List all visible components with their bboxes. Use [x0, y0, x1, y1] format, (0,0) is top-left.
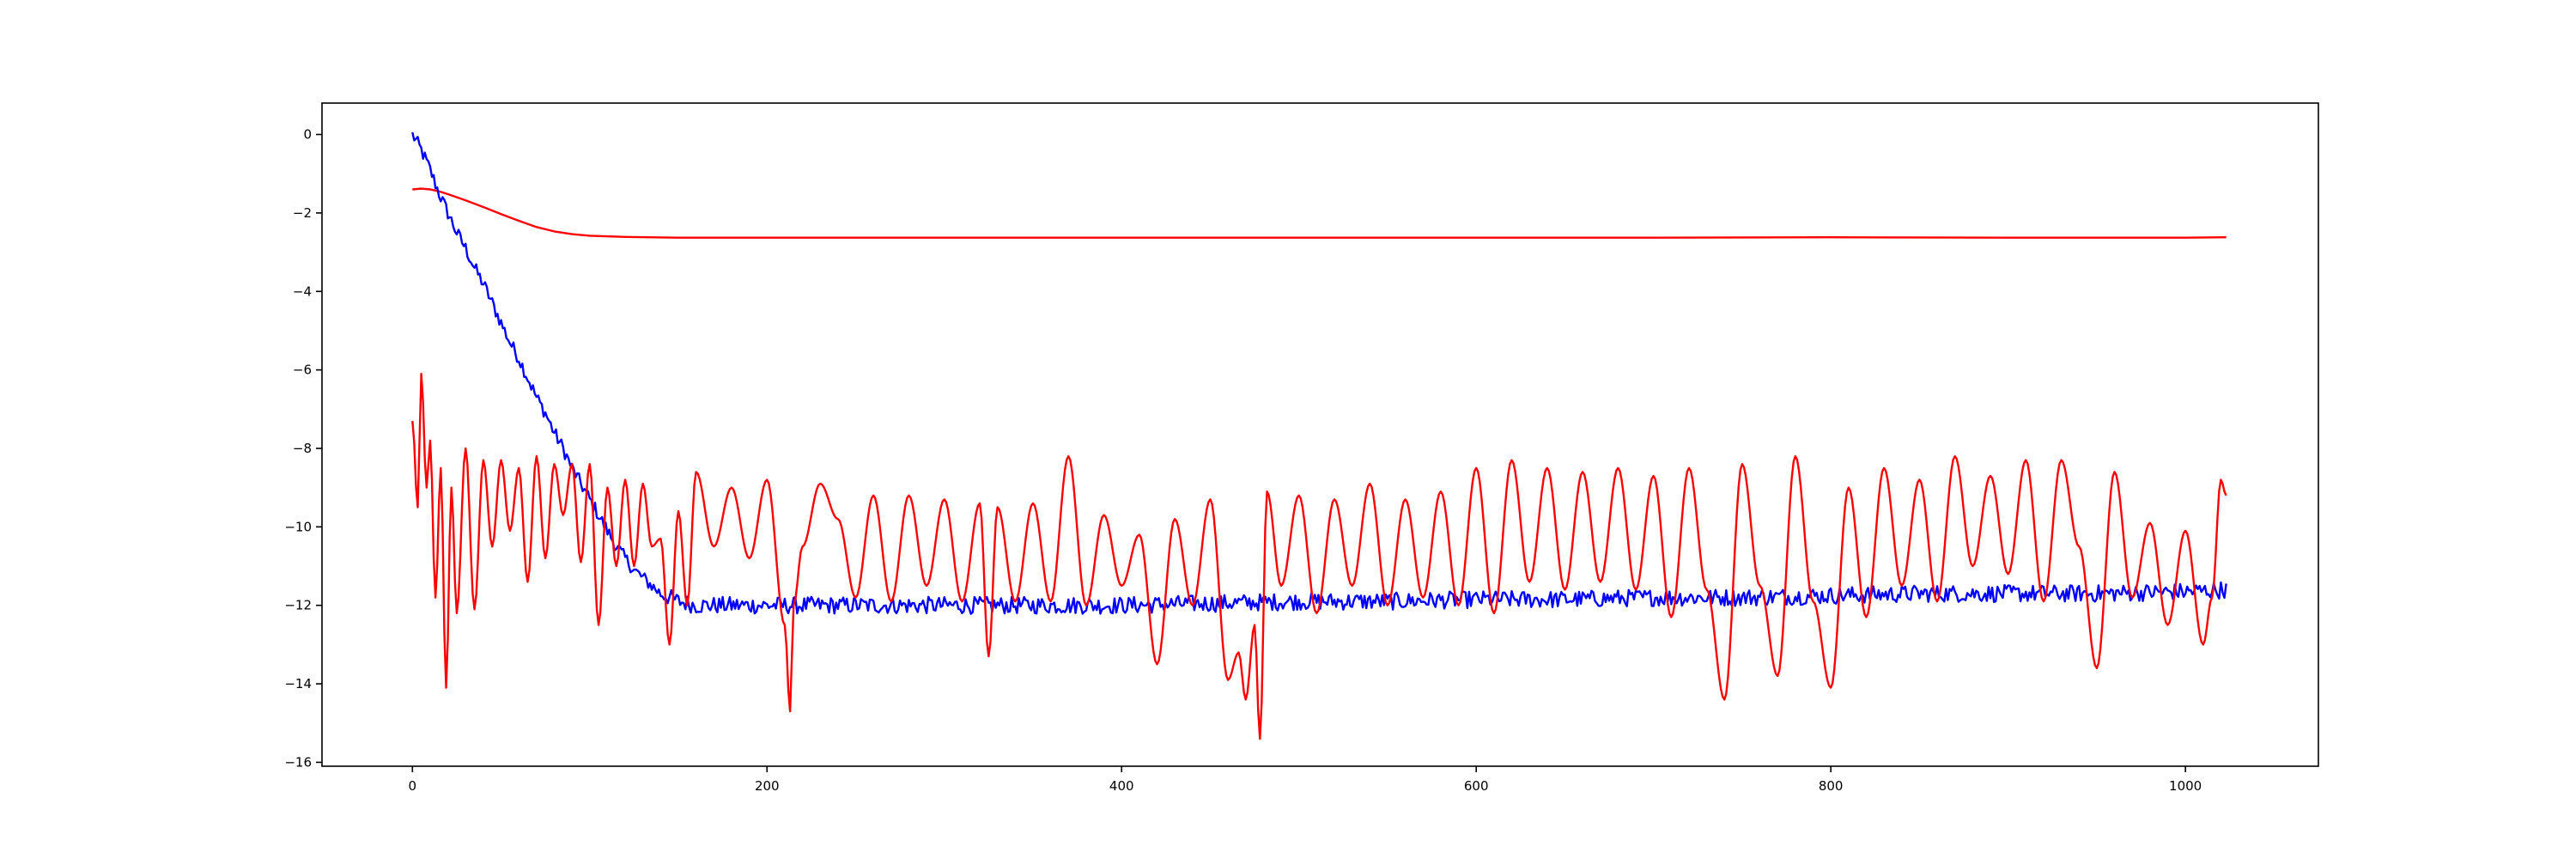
y-tick-label: −4: [293, 283, 312, 299]
y-tick-label: −12: [284, 598, 312, 613]
y-axis: 0 −2 −4 −6 −8 −10 −12 −14 −16: [284, 127, 322, 770]
x-axis: 0 200 400 600 800 1000: [409, 766, 2202, 794]
y-tick-label: −6: [293, 362, 312, 378]
x-tick-label: 0: [409, 778, 417, 794]
y-tick-label: 0: [303, 127, 312, 143]
x-tick-label: 600: [1464, 778, 1489, 794]
x-tick-label: 1000: [2169, 778, 2202, 794]
x-tick-label: 800: [1819, 778, 1844, 794]
y-tick-label: −10: [284, 519, 312, 534]
series-line-1: [412, 187, 2227, 239]
y-tick-label: −8: [293, 441, 312, 456]
x-tick-label: 400: [1109, 778, 1134, 794]
y-tick-label: −16: [284, 754, 312, 770]
y-tick-label: −14: [284, 676, 312, 691]
x-tick-label: 200: [755, 778, 780, 794]
series-layer: [411, 131, 2227, 740]
plot-frame: [321, 102, 2319, 767]
y-tick-label: −2: [293, 205, 312, 221]
series-line-3: [411, 373, 2227, 740]
